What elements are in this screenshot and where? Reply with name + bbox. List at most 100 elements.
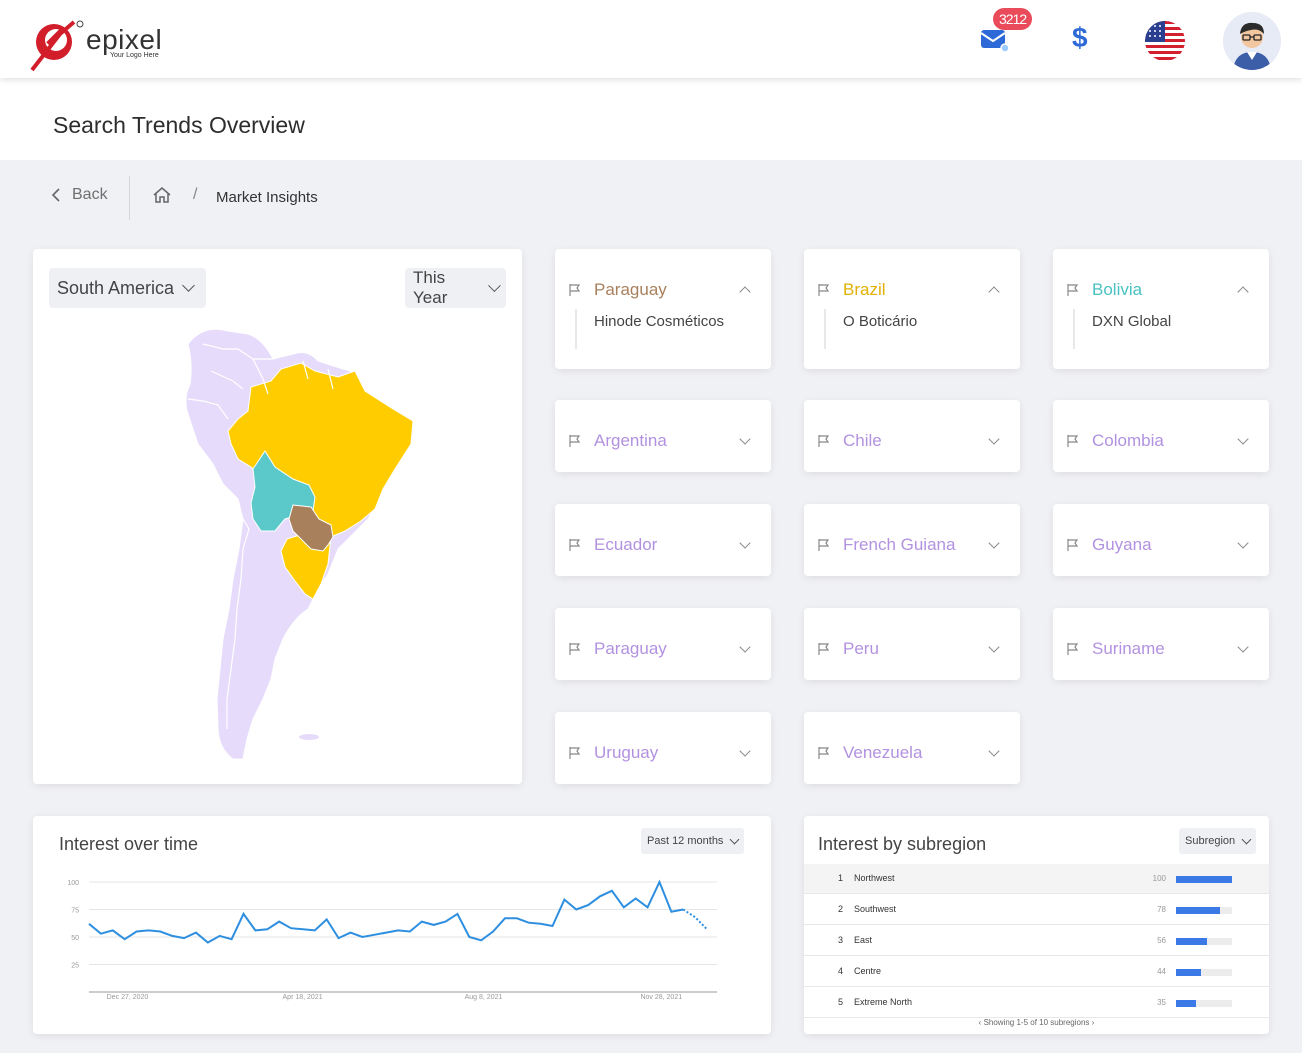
x-tick-label: Dec 27, 2020 [107,994,149,1001]
flag-icon [817,642,831,661]
subregion-name: Extreme North [854,997,913,1007]
country-name: Ecuador [594,535,658,554]
region-select-value: South America [57,277,175,298]
home-icon [153,187,171,203]
country-name: Suriname [1092,639,1165,658]
chevron-up-icon[interactable] [739,286,751,298]
language-selector[interactable] [1145,21,1185,61]
prev-page-icon[interactable]: ‹ [978,1018,982,1027]
chevron-down-icon[interactable] [988,537,1000,549]
flag-icon [568,538,582,557]
country-card[interactable]: Bolivia DXN Global [1053,249,1269,369]
map-paraguay [288,504,334,552]
x-tick-label: Apr 18, 2021 [283,994,323,1001]
subregion-name: East [854,935,873,945]
flag-icon [817,434,831,453]
breadcrumb-divider [129,176,130,220]
chevron-down-icon[interactable] [739,537,751,549]
subregion-name: Southwest [854,904,897,914]
period-select-value: This Year [413,268,448,307]
flag-icon [817,283,831,302]
subregion-footer-text: Showing 1-5 of 10 subregions [983,1018,1090,1027]
subregion-bar-track [1176,907,1232,914]
period-select[interactable]: This Year [405,268,506,308]
back-button[interactable]: Back [50,186,108,204]
south-america-map[interactable] [143,319,423,769]
map-panel: South America This Year [33,249,522,784]
chevron-down-icon[interactable] [988,745,1000,757]
chevron-left-icon [51,188,60,202]
flag-icon [1066,283,1080,302]
country-card[interactable]: Venezuela [804,712,1020,784]
sub-item-line [575,309,577,349]
chevron-up-icon[interactable] [1237,286,1249,298]
country-name: Bolivia [1092,280,1143,299]
flag-icon [568,746,582,765]
subregion-row[interactable]: 5 Extreme North 35 [804,988,1269,1018]
interest-over-time-title: Interest over time [59,834,199,854]
subregion-name: Centre [854,966,882,976]
chevron-down-icon[interactable] [739,641,751,653]
subregion-bar-track [1176,1000,1232,1007]
country-name: Guyana [1092,535,1152,554]
sub-item-line [824,309,826,349]
country-card[interactable]: Suriname [1053,608,1269,680]
y-tick-label: 75 [71,908,79,915]
subregion-row[interactable]: 4 Centre 44 [804,957,1269,987]
subregion-rank: 3 [838,935,844,945]
country-card[interactable]: Colombia [1053,400,1269,472]
chevron-down-icon[interactable] [988,641,1000,653]
subregion-bar-track [1176,969,1232,976]
region-select[interactable]: South America [49,268,206,308]
country-card[interactable]: Ecuador [555,504,771,576]
us-flag-icon [1145,21,1185,61]
subregion-row[interactable]: 3 East 56 [804,926,1269,956]
home-link[interactable] [152,186,172,209]
logo-mark-icon [30,20,84,72]
flag-icon [1066,434,1080,453]
subregion-row[interactable]: 1 Northwest 100 [804,864,1269,894]
chevron-down-icon[interactable] [739,745,751,757]
country-name: Chile [843,431,882,450]
messages-button[interactable] [980,28,1020,68]
country-card[interactable]: Guyana [1053,504,1269,576]
subregion-name: Northwest [854,873,895,883]
country-card[interactable]: Paraguay [555,608,771,680]
country-card[interactable]: Argentina [555,400,771,472]
country-card[interactable]: Uruguay [555,712,771,784]
subregion-bar [1176,938,1208,945]
chevron-up-icon[interactable] [988,286,1000,298]
subregion-value: 78 [1157,905,1166,914]
country-card[interactable]: Chile [804,400,1020,472]
chevron-down-icon[interactable] [739,433,751,445]
subregion-rank: 1 [838,873,844,883]
subregion-bar [1176,1000,1196,1007]
country-card[interactable]: Paraguay Hinode Cosméticos [555,249,771,369]
next-page-icon[interactable]: › [1091,1018,1095,1027]
map-falklands [299,734,319,740]
subregion-pagination[interactable]: ‹ Showing 1-5 of 10 subregions › [804,1018,1269,1027]
chevron-down-icon [729,834,740,844]
x-tick-label: Nov 28, 2021 [640,994,682,1001]
chevron-down-icon[interactable] [988,433,1000,445]
time-range-select[interactable]: Past 12 months [641,828,745,854]
back-label: Back [72,186,108,203]
subregion-row[interactable]: 2 Southwest 78 [804,895,1269,925]
flag-icon [817,746,831,765]
user-avatar[interactable] [1223,12,1281,70]
y-tick-label: 100 [67,880,79,887]
country-card[interactable]: Peru [804,608,1020,680]
chevron-down-icon[interactable] [1237,641,1249,653]
country-card[interactable]: Brazil O Boticário [804,249,1020,369]
country-card[interactable]: French Guiana [804,504,1020,576]
chevron-down-icon[interactable] [1237,537,1249,549]
mail-icon [980,30,1010,53]
subregion-select[interactable]: Subregion [1179,828,1257,854]
company-logo[interactable]: epixel Your Logo Here [30,14,180,72]
logo-text: epixel [86,24,163,55]
country-name: Peru [843,639,879,658]
currency-button[interactable]: $ [1072,22,1088,53]
country-brand: DXN Global [1092,313,1172,330]
subregion-value: 100 [1152,874,1166,883]
chevron-down-icon[interactable] [1237,433,1249,445]
